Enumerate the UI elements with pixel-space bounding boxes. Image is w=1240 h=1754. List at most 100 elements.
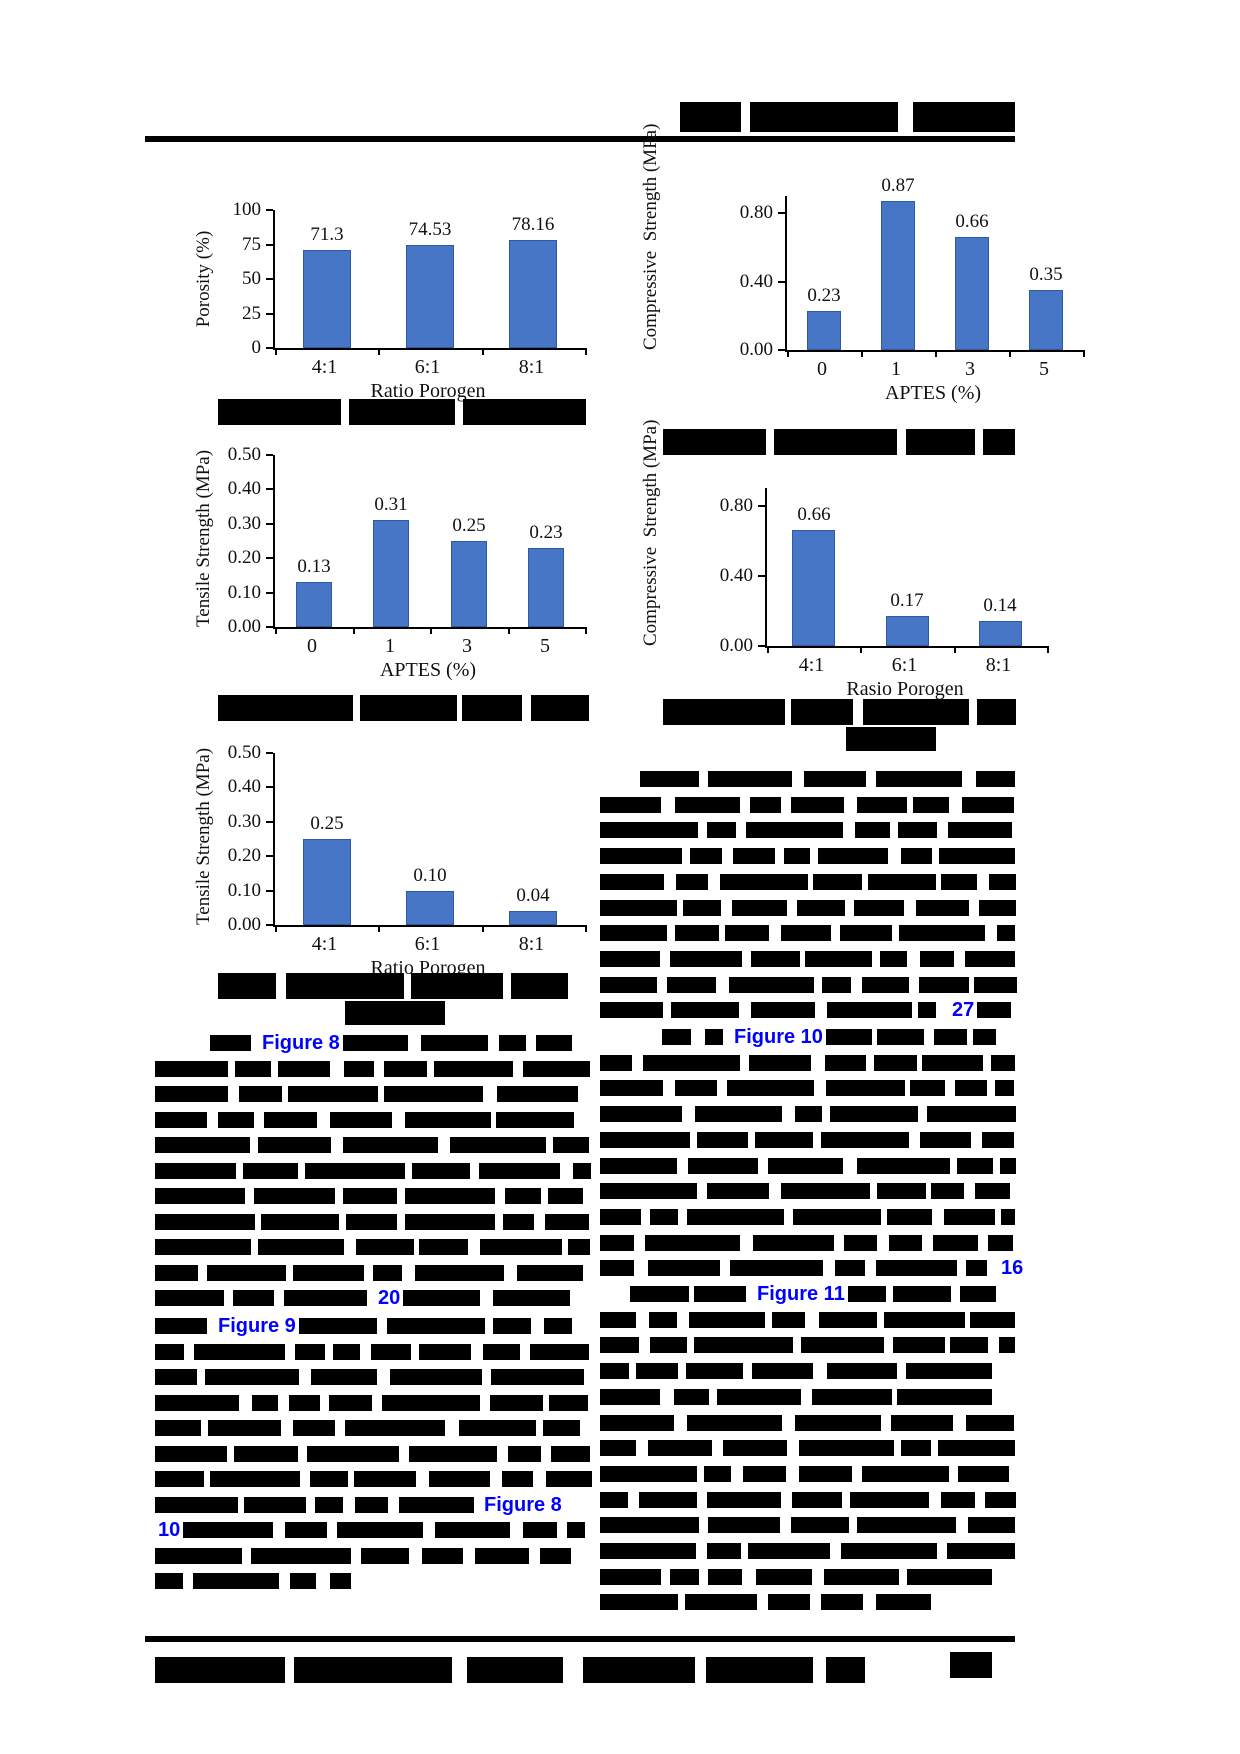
redacted-text-bar [600, 1158, 677, 1174]
figure-caption-redacted-5 [345, 996, 455, 1030]
redacted-text-bar [874, 1055, 917, 1071]
redacted-text-bar [405, 1214, 495, 1230]
redacted-text-bar [676, 874, 708, 890]
redacted-text-bar [756, 1569, 812, 1585]
redacted-text-bar [298, 1318, 377, 1334]
figure-reference-link[interactable]: 16 [1001, 1256, 1024, 1279]
bar-value-label: 0.14 [983, 595, 1017, 616]
redacted-text-bar [218, 973, 276, 999]
redacted-text-bar [155, 1420, 201, 1436]
redacted-text-bar [671, 1002, 739, 1018]
redacted-text-bar [517, 1265, 583, 1281]
redacted-text-bar [663, 699, 785, 725]
redacted-text-bar [750, 797, 781, 813]
footer-rule [145, 1636, 1015, 1642]
redacted-text-bar [947, 1543, 1015, 1559]
redacted-text-bar [288, 1086, 378, 1102]
right-column-redacted-line [600, 845, 1029, 867]
redacted-text-bar [600, 1389, 660, 1405]
redacted-text-bar [941, 874, 977, 890]
redacted-text-bar [667, 977, 716, 993]
redacted-text-bar [690, 848, 722, 864]
redacted-text-bar [743, 1466, 786, 1482]
redacted-text-bar [707, 1183, 769, 1199]
redacted-text-bar [193, 1573, 279, 1589]
redacted-text-bar [462, 695, 522, 721]
redacted-text-bar [155, 1657, 285, 1683]
figure-reference-link[interactable]: Figure 10 [734, 1025, 823, 1048]
redacted-text-bar [876, 1594, 931, 1610]
redacted-text-bar [801, 1337, 884, 1353]
x-tick-mark [585, 627, 587, 634]
redacted-text-bar [840, 925, 892, 941]
redacted-text-bar [918, 1002, 936, 1018]
x-category-label: 8:1 [518, 933, 545, 955]
redacted-text-bar [490, 1395, 543, 1411]
figure-reference-link[interactable]: Figure 11 [757, 1282, 845, 1305]
figure-caption-redacted-2 [663, 424, 1024, 460]
redacted-text-bar [826, 1080, 905, 1096]
redacted-text-bar [977, 699, 1016, 725]
right-column-redacted-line [600, 897, 1022, 919]
bar-5 [528, 548, 564, 627]
redacted-text-bar [548, 1188, 583, 1204]
x-category-label: 4:1 [311, 356, 338, 378]
figure-reference-link[interactable]: Figure 9 [218, 1314, 296, 1337]
y-tick-label: 25 [242, 303, 261, 324]
redacted-text-bar [205, 1369, 299, 1385]
y-tick-label: 0.40 [227, 478, 261, 499]
redacted-text-bar [685, 1594, 757, 1610]
redacted-text-bar [531, 695, 589, 721]
redacted-text-bar [502, 1471, 533, 1487]
redacted-text-bar [901, 1440, 931, 1456]
redacted-text-bar [650, 1337, 687, 1353]
redacted-text-bar [573, 1163, 591, 1179]
redacted-text-bar [496, 1112, 574, 1128]
redacted-text-bar [697, 1132, 748, 1148]
redacted-text-bar [827, 1002, 912, 1018]
y-axis-label: Compressive Strength (MPa) [640, 123, 661, 350]
figure-reference-link[interactable]: 27 [952, 998, 975, 1021]
redacted-text-bar [751, 1002, 815, 1018]
redacted-text-bar [415, 1265, 504, 1281]
redacted-text-bar [568, 1239, 590, 1255]
y-tick-mark [266, 488, 273, 490]
redacted-text-bar [390, 1369, 482, 1385]
figure-reference-link[interactable]: Figure 8 [484, 1493, 562, 1516]
redacted-text-bar [600, 1002, 663, 1018]
redacted-text-bar [405, 1112, 491, 1128]
right-column-redacted-line: 27 [600, 999, 1017, 1021]
redacted-text-bar [645, 1235, 740, 1251]
redacted-text-bar [600, 1415, 674, 1431]
y-tick-mark [266, 752, 273, 754]
bar-1 [881, 201, 915, 350]
footer-redacted [155, 1652, 877, 1688]
figure-reference-link[interactable]: 20 [378, 1286, 401, 1309]
bar-value-label: 0.23 [807, 285, 841, 306]
x-tick-mark [585, 925, 587, 932]
bar-value-label: 0.10 [413, 865, 447, 886]
y-tick-label: 50 [242, 268, 261, 289]
left-column-redacted-line [155, 1443, 601, 1465]
header-rule [145, 136, 1015, 142]
redacted-text-bar [720, 874, 808, 890]
redacted-text-bar [600, 1440, 636, 1456]
redacted-text-bar [361, 1548, 409, 1564]
redacted-text-bar [1001, 1209, 1015, 1225]
figure-reference-link[interactable]: Figure 8 [262, 1031, 340, 1054]
y-tick-mark [266, 209, 273, 211]
bar-value-label: 0.17 [890, 590, 924, 611]
redacted-text-bar [155, 1163, 236, 1179]
redacted-text-bar [955, 1080, 987, 1096]
redacted-text-bar [305, 1163, 405, 1179]
redacted-text-bar [210, 1035, 251, 1051]
redacted-text-bar [753, 1235, 834, 1251]
bar-5 [1029, 290, 1063, 350]
x-category-label: 6:1 [414, 933, 441, 955]
bar-value-label: 78.16 [511, 214, 555, 235]
figure-reference-link[interactable]: 10 [158, 1518, 181, 1541]
redacted-text-bar [857, 1158, 950, 1174]
redacted-text-bar [707, 1492, 781, 1508]
x-tick-mark [787, 350, 789, 357]
redacted-text-bar [567, 1522, 586, 1538]
